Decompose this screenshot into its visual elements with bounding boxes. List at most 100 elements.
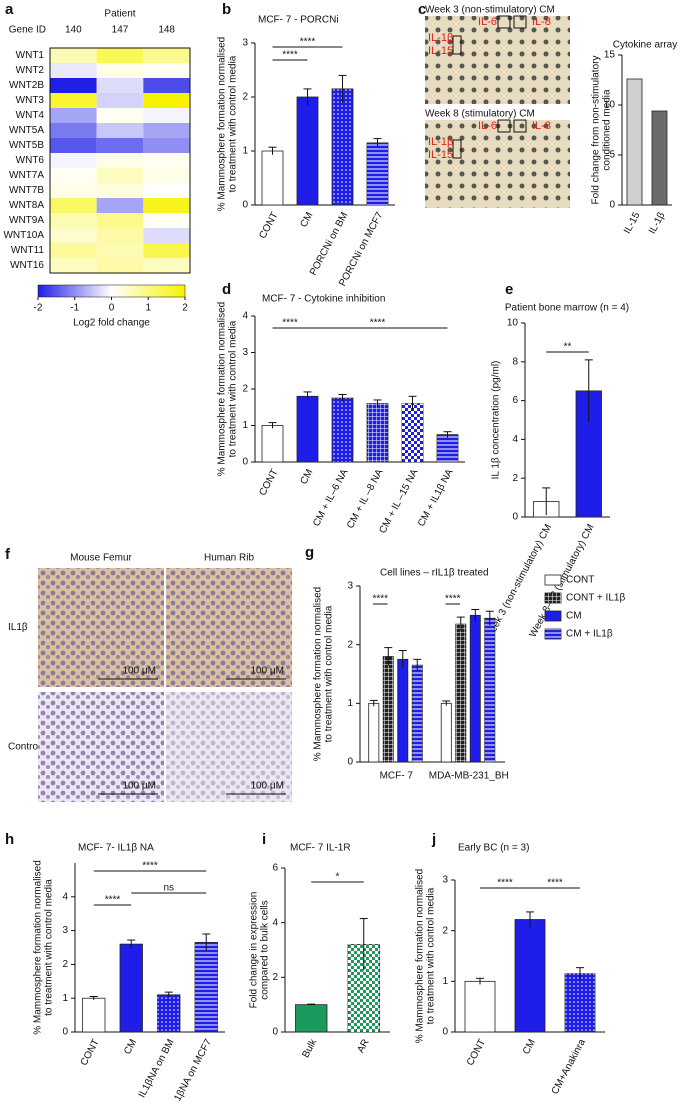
heatmap-cell (50, 93, 97, 108)
y-tick-label: 2 (242, 384, 248, 395)
x-tick-label: IL-15 (622, 210, 643, 236)
bar (544, 610, 562, 622)
bar-pattern (402, 403, 423, 462)
y-tick-label: 4 (512, 434, 518, 445)
bar (514, 919, 546, 1033)
x-tick-label: CONT (257, 210, 280, 240)
heatmap-cell (96, 213, 144, 228)
bar-pattern (455, 624, 466, 762)
heatmap-cell (50, 258, 97, 273)
heatmap-cell (50, 183, 97, 198)
legend-label: CM + IL1β (566, 629, 613, 640)
bar (626, 78, 643, 206)
y-tick-label: 8 (512, 356, 518, 367)
y-axis-label: to treatment with control media (228, 55, 239, 192)
y-tick-label: 3 (347, 581, 353, 592)
blot-box (452, 35, 462, 55)
heatmap-cell (96, 168, 144, 183)
heatmap-cell (50, 78, 97, 93)
heatmap-cell (143, 228, 190, 243)
y-axis-label: to treatment with control media (228, 320, 239, 457)
row-label: WNT5A (9, 125, 44, 136)
y-tick-label: 1 (242, 146, 248, 157)
heatmap-cell (50, 213, 97, 228)
x-tick-label: CM (298, 467, 315, 486)
heatmap-border (49, 47, 191, 274)
heatmap-cell (143, 108, 190, 123)
bar-pattern (383, 656, 394, 762)
y-tick-label: 6 (512, 395, 518, 406)
bar-pattern (332, 398, 353, 462)
y-tick-label: 3 (62, 925, 68, 936)
bar-pattern (412, 665, 423, 762)
bar (295, 1004, 328, 1033)
heatmap-cell (96, 93, 144, 108)
x-tick-label: CM (298, 210, 315, 229)
heatmap-cell (50, 198, 97, 213)
y-tick-label: 0 (242, 200, 248, 211)
heatmap-cell (143, 48, 190, 63)
x-tick-label: MDA-MB-231_BH (429, 771, 509, 782)
blot-label: IL-8 (532, 120, 551, 132)
bar (261, 150, 284, 206)
heatmap-cell (50, 243, 97, 258)
y-tick-label: 2 (512, 473, 518, 484)
blot-label: IL-1β (428, 32, 453, 44)
column-label: 140 (65, 25, 82, 36)
x-tick-label: CM (122, 1037, 139, 1056)
blot-label: IL-15 (428, 149, 453, 161)
x-tick-label: AR (355, 1037, 371, 1054)
heatmap-cell (96, 243, 144, 258)
legend-label: CONT + IL1β (566, 593, 625, 604)
bar (464, 980, 496, 1033)
heatmap-cell (50, 123, 97, 138)
row-label: WNT4 (16, 110, 45, 121)
colorbar-tick-label: -1 (70, 303, 79, 314)
bar-pattern (484, 618, 495, 762)
row-label: WNT3 (16, 95, 45, 106)
blot-box (513, 15, 527, 29)
y-tick-label: 2 (347, 639, 353, 650)
heatmap-cell (143, 138, 190, 153)
heatmap-cell (143, 123, 190, 138)
colorbar-tick-label: 0 (109, 303, 115, 314)
significance-label: **** (142, 861, 158, 872)
bar (119, 943, 143, 1033)
y-axis-label: compared to bulk cells (260, 900, 271, 1000)
scale-bar-label: 100 μM (122, 666, 156, 677)
row-label: WNT6 (16, 155, 45, 166)
colorbar (37, 284, 186, 298)
y-axis-label: % Mammosphere formation normalised (415, 869, 426, 1044)
chart-title: Cytokine array (613, 40, 677, 51)
heatmap-cell (50, 108, 97, 123)
column-label: 147 (112, 25, 129, 36)
blot-box (497, 119, 511, 133)
x-tick-label: IL1βNA on MCF7 (168, 1037, 214, 1102)
scale-bar-label: 100 μM (250, 666, 284, 677)
y-tick-label: 1 (442, 976, 448, 987)
blot-dots (425, 16, 570, 104)
bar (368, 702, 380, 763)
blot-label: IL-6 (478, 120, 497, 132)
panel-letter: h (5, 831, 14, 848)
x-tick-label: CM + IL –15 NA (377, 467, 420, 535)
image-column-label: Human Rib (204, 553, 254, 564)
blot-title: Week 8 (stimulatory) CM (425, 109, 535, 120)
heatmap-cell (143, 153, 190, 168)
y-tick-label: 4 (62, 891, 68, 902)
panel-letter: c (418, 1, 426, 18)
row-label: WNT2B (9, 80, 44, 91)
bar (440, 702, 452, 763)
significance-label: **** (282, 318, 298, 329)
scale-bar-label: 100 μM (250, 781, 284, 792)
heatmap-cell (96, 198, 144, 213)
bar-pattern (367, 142, 388, 205)
chart-title: MCF- 7 IL-1R (290, 843, 351, 854)
image-row-label: IL1β (8, 622, 28, 633)
panel-letter: a (5, 1, 14, 18)
bar (261, 425, 284, 463)
bar (544, 574, 562, 586)
y-tick-label: 0 (609, 200, 615, 211)
significance-label: **** (497, 878, 513, 889)
